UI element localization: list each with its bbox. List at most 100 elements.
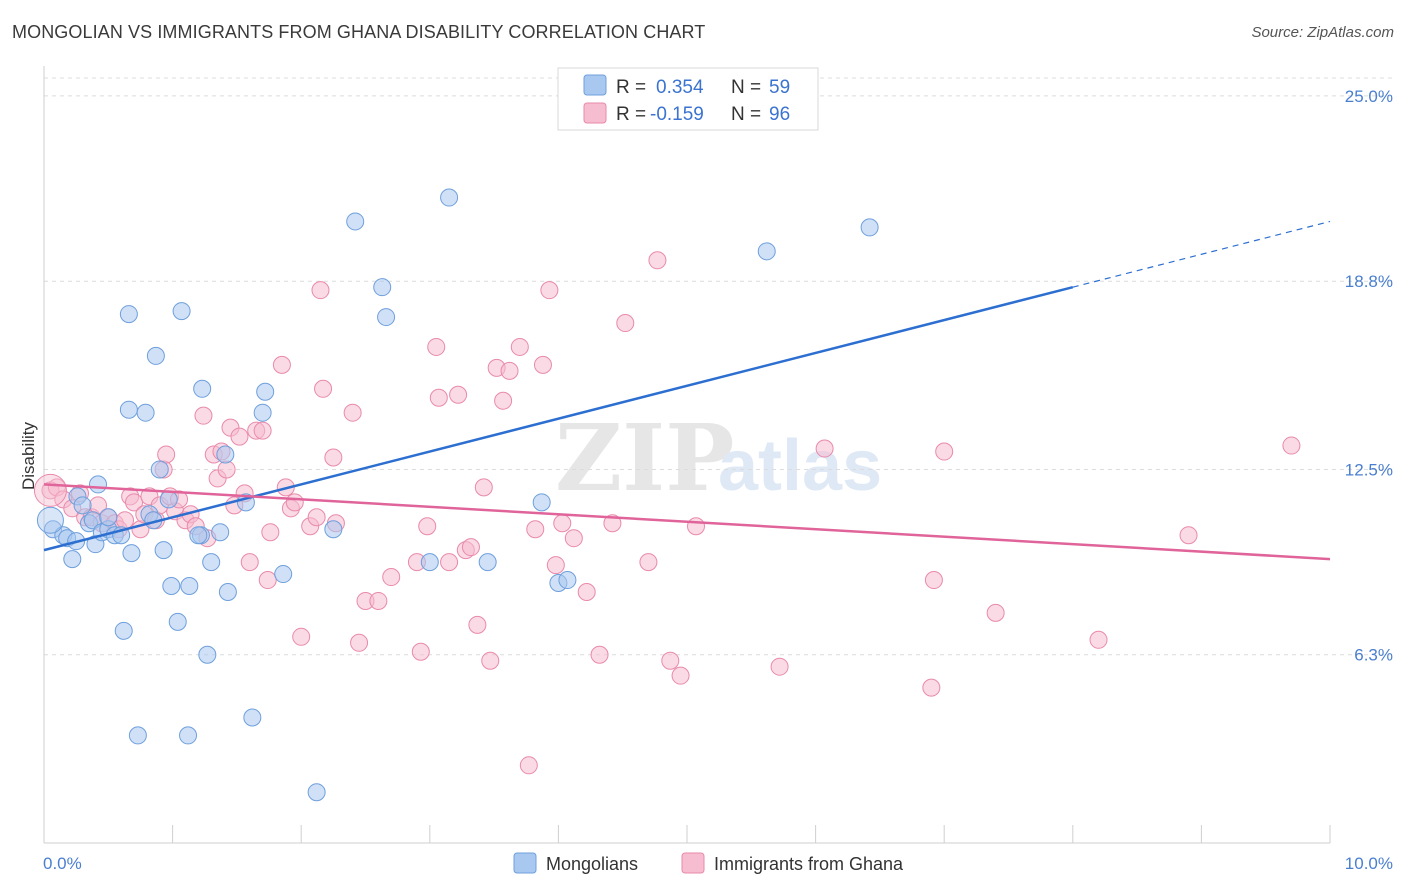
data-point-ghana <box>474 478 493 497</box>
data-point-ghana <box>564 529 583 548</box>
data-point-ghana <box>510 337 529 356</box>
data-point-ghana <box>1179 526 1198 545</box>
data-point-mongolians <box>253 403 272 422</box>
y-tick-label: 6.3% <box>1354 646 1393 665</box>
data-point-ghana <box>540 281 559 300</box>
data-point-mongolians <box>216 445 235 464</box>
y-axis-title: Disability <box>19 421 38 490</box>
data-point-ghana <box>427 337 446 356</box>
data-point-ghana <box>1089 630 1108 649</box>
data-point-ghana <box>671 666 690 685</box>
data-point-ghana <box>272 355 291 374</box>
data-point-ghana <box>125 493 144 512</box>
data-point-mongolians <box>558 571 577 590</box>
data-point-mongolians <box>168 612 187 631</box>
data-point-ghana <box>494 391 513 410</box>
data-point-ghana <box>924 571 943 590</box>
data-point-ghana <box>481 651 500 670</box>
x-tick-label-min: 0.0% <box>43 854 82 873</box>
data-point-mongolians <box>114 621 133 640</box>
data-point-mongolians <box>136 403 155 422</box>
data-point-mongolians <box>198 645 217 664</box>
axes <box>43 66 1331 844</box>
data-point-mongolians <box>99 508 118 527</box>
data-point-ghana <box>324 448 343 467</box>
data-point-ghana <box>230 427 249 446</box>
data-point-mongolians <box>119 400 138 419</box>
data-point-mongolians <box>193 379 212 398</box>
trend-line-mongolians <box>43 285 1074 552</box>
data-point-ghana <box>526 520 545 539</box>
data-point-mongolians <box>211 523 230 542</box>
trend-line-ghana <box>43 483 1331 561</box>
data-point-mongolians <box>256 382 275 401</box>
data-point-ghana <box>116 511 135 530</box>
data-point-ghana <box>815 439 834 458</box>
data-point-ghana <box>33 473 67 507</box>
legend-r-value-1: 0.354 <box>656 77 704 98</box>
data-point-mongolians <box>146 346 165 365</box>
data-point-ghana <box>429 388 448 407</box>
data-points <box>33 188 1301 802</box>
data-point-ghana <box>553 514 572 533</box>
data-point-ghana <box>258 571 277 590</box>
data-point-ghana <box>382 568 401 587</box>
data-point-ghana <box>546 556 565 575</box>
data-point-mongolians <box>532 493 551 512</box>
source-label: Source: ZipAtlas.com <box>1251 24 1394 41</box>
data-point-mongolians <box>63 550 82 569</box>
trend-line-mongolians-extension <box>1072 220 1331 288</box>
data-point-ghana <box>770 657 789 676</box>
data-point-ghana <box>253 421 272 440</box>
y-tick-label: 18.8% <box>1345 272 1393 291</box>
data-point-ghana <box>616 314 635 333</box>
data-point-mongolians <box>346 212 365 231</box>
data-point-ghana <box>687 517 706 536</box>
data-point-ghana <box>922 678 941 697</box>
data-point-ghana <box>285 493 304 512</box>
data-point-ghana <box>603 514 622 533</box>
data-point-mongolians <box>274 565 293 584</box>
legend-r-label-2: R = <box>616 104 646 125</box>
data-point-ghana <box>461 538 480 557</box>
data-point-ghana <box>157 445 176 464</box>
data-point-ghana <box>519 756 538 775</box>
chart-title: MONGOLIAN VS IMMIGRANTS FROM GHANA DISAB… <box>12 22 706 42</box>
data-point-mongolians <box>89 475 108 494</box>
legend-r-value-2: -0.159 <box>650 104 704 125</box>
bottom-legend-swatch-mongolians <box>513 852 537 874</box>
data-point-mongolians <box>324 520 343 539</box>
data-point-ghana <box>411 642 430 661</box>
watermark-zip: ZIP <box>555 404 734 512</box>
data-point-ghana <box>440 553 459 572</box>
data-point-ghana <box>194 406 213 425</box>
data-point-mongolians <box>478 553 497 572</box>
data-point-ghana <box>661 651 680 670</box>
data-point-mongolians <box>420 553 439 572</box>
legend-swatch-ghana <box>583 102 607 124</box>
data-point-mongolians <box>119 305 138 324</box>
data-point-ghana <box>217 460 236 479</box>
data-point-mongolians <box>202 553 221 572</box>
data-point-ghana <box>350 633 369 652</box>
y-tick-label: 25.0% <box>1345 87 1393 106</box>
data-point-mongolians <box>172 302 191 321</box>
bottom-legend-mongolians: Mongolians <box>546 854 638 874</box>
y-tick-labels: 6.3% 12.5% 18.8% 25.0% <box>1345 87 1393 665</box>
data-point-ghana <box>468 615 487 634</box>
data-point-mongolians <box>73 496 92 515</box>
legend-n-label-1: N = <box>731 77 761 98</box>
data-point-ghana <box>343 403 362 422</box>
data-point-mongolians <box>860 218 879 237</box>
data-point-ghana <box>369 591 388 610</box>
data-point-mongolians <box>159 490 178 509</box>
data-point-mongolians <box>128 726 147 745</box>
trend-lines <box>43 220 1331 561</box>
data-point-ghana <box>311 281 330 300</box>
data-point-ghana <box>261 523 280 542</box>
y-tick-label: 12.5% <box>1345 460 1393 479</box>
data-point-mongolians <box>122 544 141 563</box>
legend: R = 0.354 N = 59 R = -0.159 N = 96 <box>557 67 819 131</box>
bottom-legend-swatch-ghana <box>681 852 705 874</box>
